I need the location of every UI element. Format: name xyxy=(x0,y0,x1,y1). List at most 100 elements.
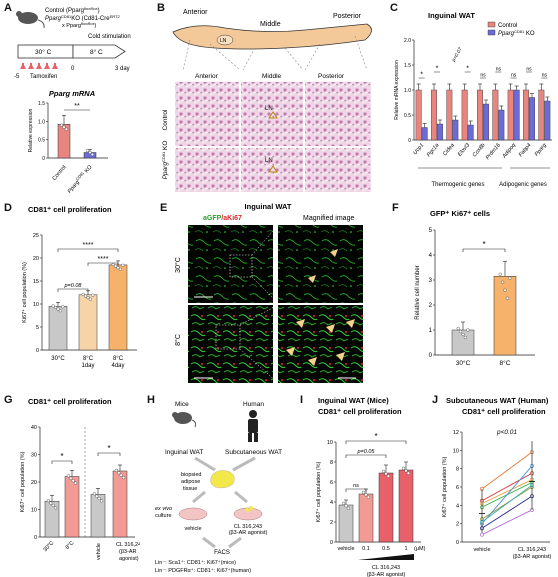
sig-bracket xyxy=(345,440,407,444)
data-point xyxy=(114,468,118,472)
data-point xyxy=(99,499,104,503)
data-point xyxy=(91,293,95,297)
legend-control: Control (Ppargflox/flox) xyxy=(45,6,100,14)
dose-wedge xyxy=(358,554,414,560)
data-point xyxy=(500,280,505,284)
x-tick-label: 8°C xyxy=(500,359,511,367)
tissue-piece xyxy=(249,506,253,510)
panel-b-svg: Anterior Middle Posterior LN Anterior Mi… xyxy=(161,9,372,192)
y-axis-label: Relative cell number xyxy=(415,265,421,319)
data-point xyxy=(51,503,55,508)
tick-0: 0 xyxy=(71,66,75,72)
y-tick-label: 0 xyxy=(330,540,333,546)
x-tick-label: Elovl3 xyxy=(457,142,472,158)
data-point xyxy=(58,309,62,313)
arrowheads-8 xyxy=(286,319,355,366)
legend-swatch-ko xyxy=(487,29,496,36)
data-point xyxy=(498,272,502,276)
legend-ko: PpargCD81KO (Cd81-CreERT2 xyxy=(45,14,121,22)
panel-i-svg: Inguinal WAT (Mice) CD81⁺ cell prolifera… xyxy=(315,396,426,577)
label-posterior: Posterior xyxy=(333,13,362,20)
bar xyxy=(461,89,468,141)
panel-i: I Inguinal WAT (Mice) CD81⁺ cell prolife… xyxy=(298,392,428,577)
x-tick-label: 8°C xyxy=(113,356,124,362)
bar xyxy=(64,476,80,538)
bar xyxy=(529,97,535,141)
y-tick-label: 0 xyxy=(42,156,45,162)
chart-title: CD81⁺ cell proliferation xyxy=(28,397,112,406)
sig-label: ** xyxy=(74,103,80,110)
chart-title: Pparg mRNA xyxy=(49,89,95,98)
sig-bracket xyxy=(57,288,89,292)
ln-label-ko: LN xyxy=(265,158,273,164)
sig-label: * xyxy=(107,444,110,453)
panel-e: E Inguinal WAT aGFP/aKi67 Magnified imag… xyxy=(158,200,383,385)
y-tick-label: 40 xyxy=(31,425,37,431)
bar xyxy=(415,89,422,141)
fluor-8-magnified xyxy=(278,305,363,383)
tamoxifen-label: Tamoxifen xyxy=(30,74,57,80)
data-point xyxy=(97,496,101,501)
y-tick-label: 1.0 xyxy=(38,119,45,125)
bar xyxy=(44,501,60,538)
legend-ko: PpargCD81 KO xyxy=(498,29,535,37)
data-point xyxy=(341,501,346,505)
y-tick-label: 4 xyxy=(429,253,433,259)
y-tick-label: 0.5 xyxy=(404,113,411,119)
sig-label: ns xyxy=(496,67,502,73)
bar xyxy=(446,89,453,141)
flow-arrow xyxy=(234,490,248,504)
ln-arrow-ko xyxy=(268,165,278,173)
bar xyxy=(498,109,505,141)
y-tick-label: 20 xyxy=(33,256,39,262)
sig-label: * xyxy=(466,66,469,73)
data-point xyxy=(458,329,463,334)
flow-arrow xyxy=(192,490,206,504)
y-tick-label: 0 xyxy=(36,348,39,354)
group-thermogenic: Thermogenic genes xyxy=(431,182,484,188)
bar xyxy=(437,123,443,141)
x-tick-label: Prdm16 xyxy=(485,142,503,161)
drug-label: (β3-AR agonist) xyxy=(367,572,406,577)
sig-label: * xyxy=(482,240,485,249)
mouse-icon xyxy=(172,412,197,428)
label-subcut: Subcutaneous WAT xyxy=(225,449,282,456)
bar xyxy=(421,127,428,141)
x-tick-label: Cidea xyxy=(442,142,456,157)
sig-label: * xyxy=(420,72,423,79)
zoom-line xyxy=(251,276,279,304)
data-point xyxy=(88,150,92,155)
label-human: Human xyxy=(243,401,264,408)
data-point xyxy=(90,152,94,157)
flow-arrow xyxy=(194,456,216,472)
tissue-piece xyxy=(245,508,249,512)
label-cl2: (β3-AR agonist) xyxy=(229,530,268,536)
chart-d: 0 5 10 15 20 25 Ki67⁺ cell population (%) 30°C 8… xyxy=(21,233,137,369)
lin-mice: Lin⁻: Sca1⁺: CD81⁺: Ki67⁺(mice) xyxy=(155,559,236,566)
panel-label: F xyxy=(392,202,399,214)
tick-part: Pparg xyxy=(67,179,82,195)
tick-m5: -5 xyxy=(14,74,20,80)
data-point xyxy=(456,326,460,331)
timeline-30: 30° C xyxy=(35,48,52,56)
cold-label: Cold stimulation xyxy=(88,34,131,40)
y-tick-label: 0 xyxy=(456,540,459,546)
x-tick-label: (β3-AR agonist) xyxy=(513,554,552,560)
series-line xyxy=(481,451,533,490)
x-tick-label: Fabp4 xyxy=(518,142,533,158)
x-tick-label: vehicle xyxy=(96,543,102,560)
x-tick-label: Pgc1a xyxy=(426,142,441,158)
panel-title: Inguinal WAT xyxy=(245,202,292,211)
x-tick-label: Ucp1 xyxy=(412,142,425,156)
biopsied-3: tissue xyxy=(183,486,197,492)
x-tick-label: 30°C xyxy=(51,356,65,362)
bar xyxy=(398,469,414,543)
bar xyxy=(78,294,98,351)
flow-arrow xyxy=(228,536,242,549)
label-mice: Mice xyxy=(175,401,189,408)
x-tick-label: (β3-AR xyxy=(119,549,137,555)
sig-label: ns xyxy=(542,73,548,79)
sig-bracket xyxy=(462,248,506,252)
data-point xyxy=(118,267,122,271)
y-tick-label: 4 xyxy=(330,500,333,506)
